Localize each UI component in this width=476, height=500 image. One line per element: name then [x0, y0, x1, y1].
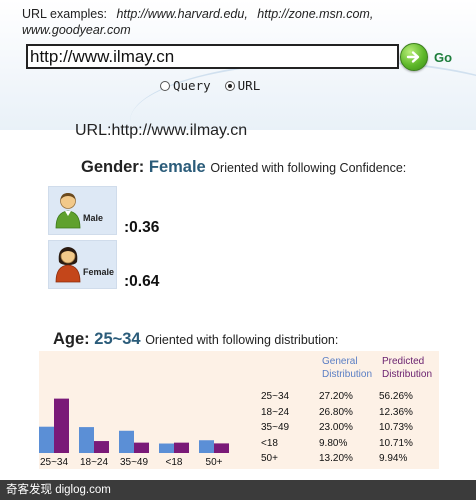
url-input[interactable]: [26, 44, 399, 69]
row-predicted: 56.26%: [379, 391, 413, 402]
table-row: 50+ 13.20% 9.94%: [261, 451, 439, 467]
radio-query-label: Query: [173, 78, 211, 93]
bar-general: [119, 430, 134, 453]
example-url[interactable]: www.goodyear.com: [22, 23, 131, 37]
general-header-line: General: [322, 356, 358, 367]
row-general: 13.20%: [319, 453, 353, 464]
predicted-header-line: Distribution: [382, 369, 433, 380]
table-row: 35~49 23.00% 10.73%: [261, 420, 439, 436]
female-score: :0.64: [124, 273, 160, 290]
distribution-table: 25~34 27.20% 56.26% 18~24 26.80% 12.36% …: [261, 389, 439, 467]
row-category: 50+: [261, 453, 278, 464]
x-tick-label: 35~49: [120, 457, 149, 468]
row-predicted: 12.36%: [379, 406, 413, 418]
age-distribution-chart: 25~34 18~24 35~49 <18 50+: [39, 398, 229, 468]
female-label: Female: [83, 267, 115, 277]
age-value: 25~34: [94, 330, 141, 348]
row-general: 9.80%: [319, 437, 348, 449]
result-url: URL:http://www.ilmay.cn: [75, 122, 248, 139]
bar-general: [79, 427, 94, 453]
url-examples: URL examples: http://www.harvard.edu, ht…: [22, 6, 462, 38]
gender-label: Gender:: [81, 158, 145, 176]
female-card: Female: [48, 240, 117, 289]
bar-predicted: [214, 443, 229, 453]
bar-general: [199, 440, 214, 453]
age-description: Oriented with following distribution:: [145, 333, 339, 347]
search-mode-group: Query URL: [160, 78, 274, 93]
gender-summary: Gender: Female Oriented with following C…: [81, 158, 406, 177]
arrow-right-icon: [400, 43, 428, 71]
radio-url-label: URL: [237, 78, 261, 93]
male-user-icon: [55, 193, 81, 229]
row-category: 25~34: [261, 391, 290, 402]
row-category: <18: [261, 437, 278, 449]
male-score: :0.36: [124, 219, 160, 236]
x-tick-label: 18~24: [80, 457, 109, 468]
general-distribution-header: General Distribution: [322, 355, 372, 381]
predicted-distribution-header: Predicted Distribution: [382, 355, 432, 381]
radio-query[interactable]: Query: [160, 78, 211, 93]
row-predicted: 10.73%: [379, 422, 413, 433]
male-label: Male: [83, 213, 104, 223]
age-distribution-panel: 25~34 18~24 35~49 <18 50+ General Distributi…: [39, 351, 439, 469]
table-row: 25~34 27.20% 56.26%: [261, 389, 439, 405]
gender-description: Oriented with following Confidence:: [210, 161, 407, 175]
age-label: Age:: [53, 330, 90, 348]
x-tick-label: <18: [166, 457, 183, 468]
radio-url-dot[interactable]: [224, 80, 235, 91]
example-url[interactable]: http://zone.msn.com,: [257, 7, 374, 21]
bar-predicted: [54, 398, 69, 453]
footer-watermark: 奇客发现 diglog.com: [0, 480, 476, 500]
go-button[interactable]: Go: [400, 43, 452, 71]
row-category: 18~24: [261, 406, 290, 418]
bar-predicted: [94, 441, 109, 453]
bar-general: [39, 426, 54, 453]
row-category: 35~49: [261, 422, 290, 433]
table-row: 18~24 26.80% 12.36%: [261, 405, 439, 421]
example-url[interactable]: http://www.harvard.edu,: [116, 7, 248, 21]
x-tick-label: 25~34: [40, 457, 69, 468]
female-user-icon: [55, 247, 81, 283]
age-summary: Age: 25~34 Oriented with following distr…: [53, 330, 338, 349]
row-general: 26.80%: [319, 406, 353, 418]
row-predicted: 10.71%: [379, 437, 413, 449]
general-header-line: Distribution: [322, 369, 373, 380]
examples-prefix: URL examples:: [22, 7, 107, 21]
radio-query-dot[interactable]: [160, 80, 170, 91]
bar-general: [159, 443, 174, 453]
bar-predicted: [134, 442, 149, 453]
bar-predicted: [174, 442, 189, 453]
table-row: <18 9.80% 10.71%: [261, 436, 439, 452]
row-general: 27.20%: [319, 391, 353, 402]
predicted-header-line: Predicted: [382, 356, 425, 367]
go-label: Go: [434, 49, 453, 65]
row-predicted: 9.94%: [379, 453, 408, 464]
x-tick-label: 50+: [206, 457, 223, 468]
gender-value: Female: [148, 158, 206, 176]
male-card: Male: [48, 186, 117, 235]
row-general: 23.00%: [319, 422, 353, 433]
radio-url[interactable]: URL: [224, 78, 261, 93]
